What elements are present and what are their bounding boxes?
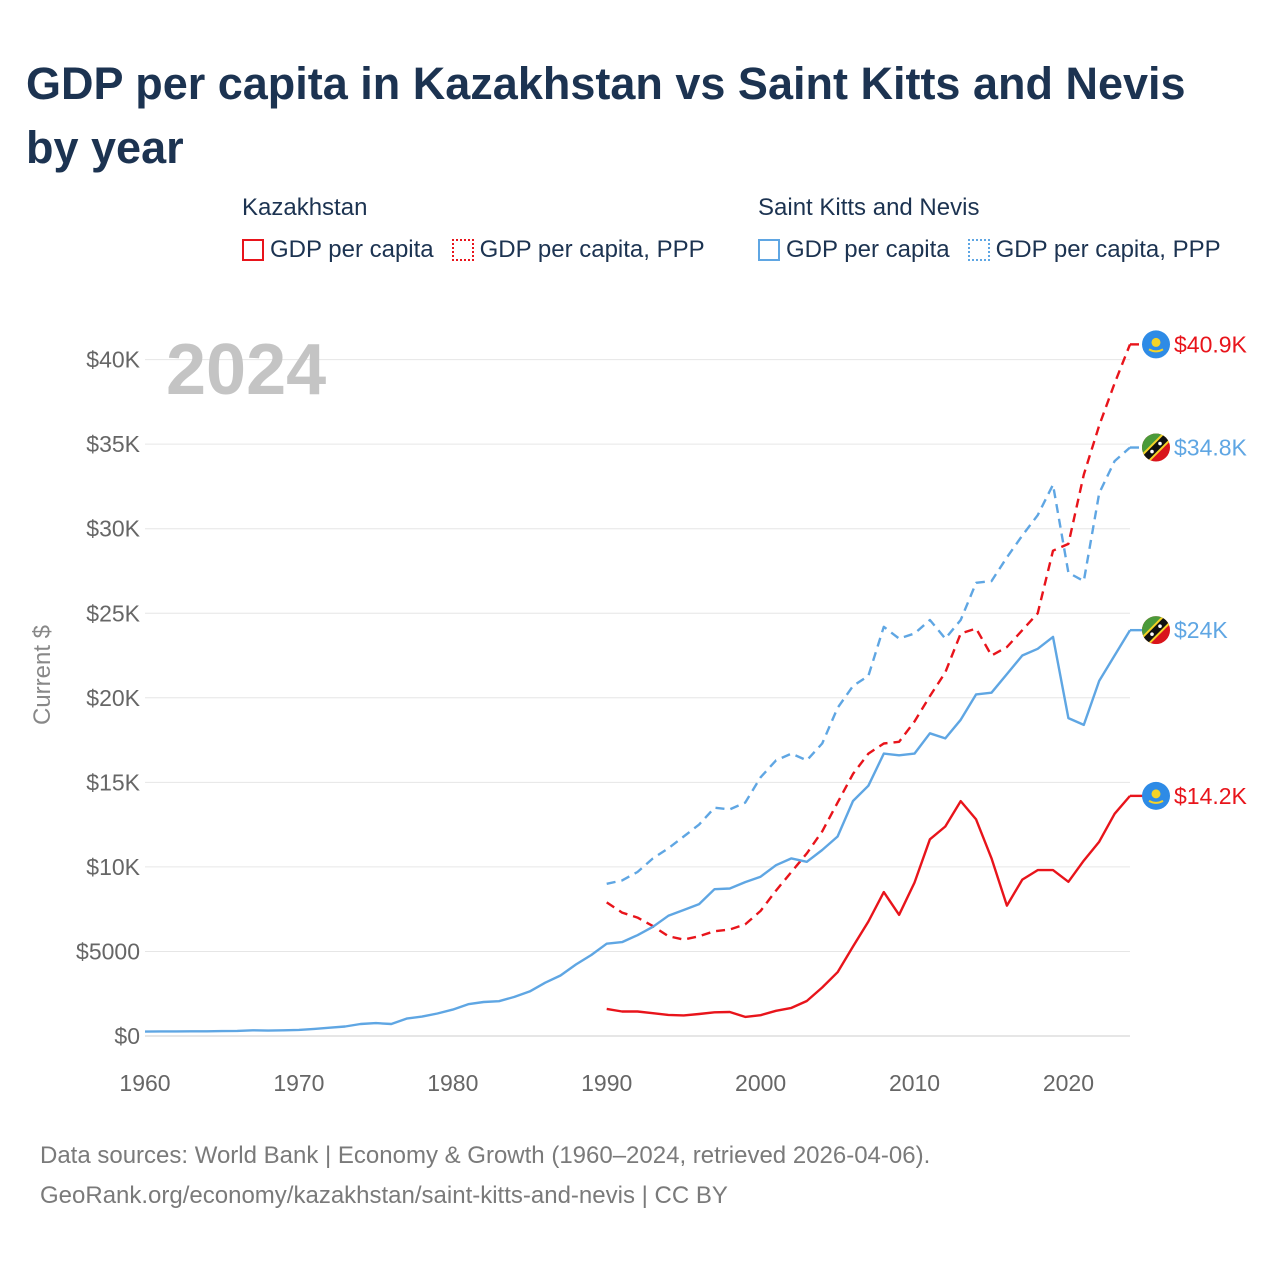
legend-country-kazakhstan: Kazakhstan [242,194,368,221]
legend-swatch-solid-icon [242,239,264,261]
y-axis-label: Current $ [29,625,56,725]
chart-title: GDP per capita in Kazakhstan vs Saint Ki… [26,58,1186,173]
y-tick-label: $35K [86,431,140,457]
x-tick-label: 2000 [735,1070,786,1096]
y-tick-label: $20K [86,685,140,711]
y-tick-label: $5000 [76,938,140,964]
legend-item-kn-gdp[interactable]: GDP per capita [758,236,950,264]
x-tick-label: 1990 [581,1070,632,1096]
saint-kitts-flag-icon [1142,433,1170,462]
end-value-label: $40.9K [1174,331,1248,357]
legend-item-kz-gdp[interactable]: GDP per capita [242,236,434,264]
x-tick-label: 1970 [273,1070,324,1096]
end-value-label: $14.2K [1174,783,1248,809]
x-tick-label: 2020 [1043,1070,1094,1096]
y-axis-ticks: $0 $5000 $10K $15K $20K $25K $30K $35K $40K [76,347,141,1049]
series-line-saint_kitts-solid[interactable] [144,629,1132,1033]
series-line-kazakhstan-solid[interactable] [606,795,1131,1019]
legend-swatch-dotted-icon [967,239,990,261]
y-tick-label: $15K [86,769,140,795]
y-tick-label: $30K [86,516,140,542]
series-lines [144,343,1143,1033]
series-end-markers: $14.2K $40.9K $24K $34.8K [1142,330,1248,810]
kazakhstan-flag-icon [1142,781,1170,810]
x-tick-label: 1980 [427,1070,478,1096]
saint-kitts-flag-icon [1142,616,1170,645]
y-tick-label: $40K [86,347,140,373]
data-source: Data sources: World Bank | Economy & Gro… [40,1136,930,1216]
year-watermark: 2024 [166,330,326,410]
end-value-label: $24K [1174,617,1228,643]
legend-label: GDP per capita [270,236,434,263]
legend-swatch-solid-icon [758,239,780,261]
grid-lines [145,359,1130,1037]
kazakhstan-flag-icon [1142,330,1170,359]
legend-saint-kitts: Saint Kitts and Nevis GDP per capita GDP… [758,194,1221,264]
legend-swatch-dotted-icon [451,239,474,261]
y-tick-label: $10K [86,854,140,880]
x-tick-label: 1960 [119,1070,170,1096]
source-line-1: Data sources: World Bank | Economy & Gro… [40,1142,931,1169]
legend-label: GDP per capita [786,236,950,263]
legend-item-kz-ppp[interactable]: GDP per capita, PPP [451,236,705,264]
source-line-2[interactable]: GeoRank.org/economy/kazakhstan/saint-kit… [40,1182,728,1209]
y-tick-label: $25K [86,600,140,626]
x-tick-label: 2010 [889,1070,940,1096]
series-line-kazakhstan-dashed[interactable] [606,343,1132,941]
end-value-label: $34.8K [1174,435,1248,461]
series-line-saint_kitts-dashed[interactable] [606,446,1131,885]
legend-label: GDP per capita, PPP [995,236,1221,263]
legend-label: GDP per capita, PPP [479,236,705,263]
legend-kazakhstan: Kazakhstan GDP per capita GDP per capita… [242,194,705,264]
y-tick-label: $0 [114,1023,140,1049]
x-axis-ticks: 1960 1970 1980 1990 2000 2010 2020 [119,1070,1094,1096]
legend-country-saint-kitts: Saint Kitts and Nevis [758,194,980,221]
legend-item-kn-ppp[interactable]: GDP per capita, PPP [967,236,1221,264]
